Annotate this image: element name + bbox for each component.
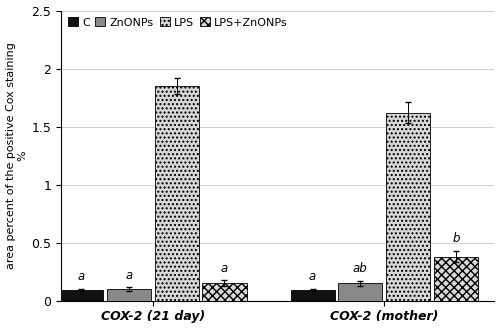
Text: a: a <box>126 268 132 282</box>
Text: ab: ab <box>353 262 368 275</box>
Bar <box>154 86 199 301</box>
Bar <box>59 290 104 301</box>
Text: b: b <box>452 232 460 245</box>
Text: a: a <box>221 262 228 275</box>
Legend: C, ZnONPs, LPS, LPS+ZnONPs: C, ZnONPs, LPS, LPS+ZnONPs <box>66 16 289 29</box>
Bar <box>107 289 151 301</box>
Bar <box>338 283 382 301</box>
Bar <box>434 257 478 301</box>
Bar <box>386 113 430 301</box>
Bar <box>290 290 335 301</box>
Text: a: a <box>78 270 85 283</box>
Bar <box>202 283 246 301</box>
Y-axis label: area percent of the positive Cox staining
%: area percent of the positive Cox stainin… <box>6 42 27 269</box>
Text: a: a <box>309 270 316 283</box>
